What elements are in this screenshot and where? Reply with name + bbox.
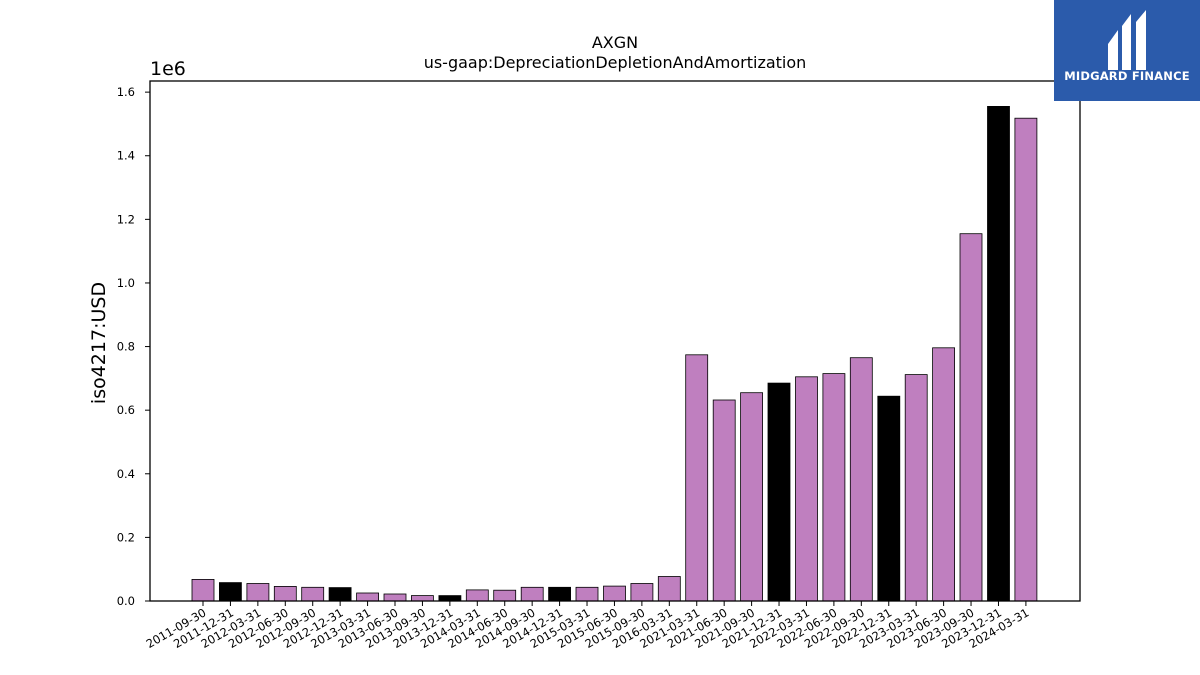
bar-2011-09-30 [191,579,215,602]
bar-2012-09-30 [301,586,325,602]
y-tick-label: 0.6 [117,403,135,417]
y-tick-label: 1.2 [117,212,135,226]
bar-2015-06-30 [603,585,626,602]
y-scale-label: 1e6 [150,58,186,80]
bar-2014-12-31 [548,586,571,602]
bar-2022-06-30 [822,373,846,602]
y-tick-label: 0.0 [117,594,135,608]
y-tick-label: 0.4 [117,467,135,481]
bar-2016-03-31 [657,576,681,602]
bar-2015-09-30 [630,583,654,602]
bars-group [191,106,1038,602]
logo-text: MIDGARD FINANCE [1064,69,1190,83]
chart-title: AXGN [592,33,638,52]
bar-2023-09-30 [959,233,983,602]
chart-subtitle: us-gaap:DepreciationDepletionAndAmortiza… [424,53,807,72]
bar-2021-06-30 [712,399,736,602]
bar-2014-03-31 [465,589,489,602]
bar-2015-03-31 [575,586,599,602]
bar-2021-12-31 [767,382,791,602]
bar-2013-09-30 [410,595,434,602]
bar-2013-03-31 [356,592,380,602]
y-ticks-group: 0.0 0.2 0.4 0.6 0.8 1.0 1.2 1.4 1.6 [117,85,150,608]
bar-2022-09-30 [849,357,873,602]
x-ticks-group: 2011-09-302011-12-312012-03-312012-06-30… [144,601,1031,651]
bar-2023-06-30 [932,347,955,602]
y-tick-label: 1.0 [117,276,135,290]
y-axis-label: iso4217:USD [88,282,110,404]
bar-2022-12-31 [877,395,901,602]
bar-2021-03-31 [685,354,709,602]
bar-2012-12-31 [328,587,352,602]
y-tick-label: 0.8 [117,340,135,354]
bar-2024-03-31 [1014,117,1038,602]
bar-2012-06-30 [273,586,297,602]
bar-2014-09-30 [520,586,544,602]
midgard-m-icon [1108,10,1146,70]
bar-2023-12-31 [987,106,1010,602]
bar-2022-03-31 [795,376,818,602]
y-tick-label: 1.4 [117,149,135,163]
y-tick-label: 0.2 [117,530,135,544]
y-tick-label: 1.6 [117,85,135,99]
bar-2023-03-31 [904,374,928,602]
brand-logo: MIDGARD FINANCE [1054,0,1200,101]
bar-2012-03-31 [246,583,270,602]
bar-2011-12-31 [218,582,242,602]
bar-2013-06-30 [383,593,407,602]
bar-2013-12-31 [438,595,462,602]
bar-2014-06-30 [493,589,517,602]
plot-frame [149,80,1081,602]
bar-2021-09-30 [740,392,763,602]
